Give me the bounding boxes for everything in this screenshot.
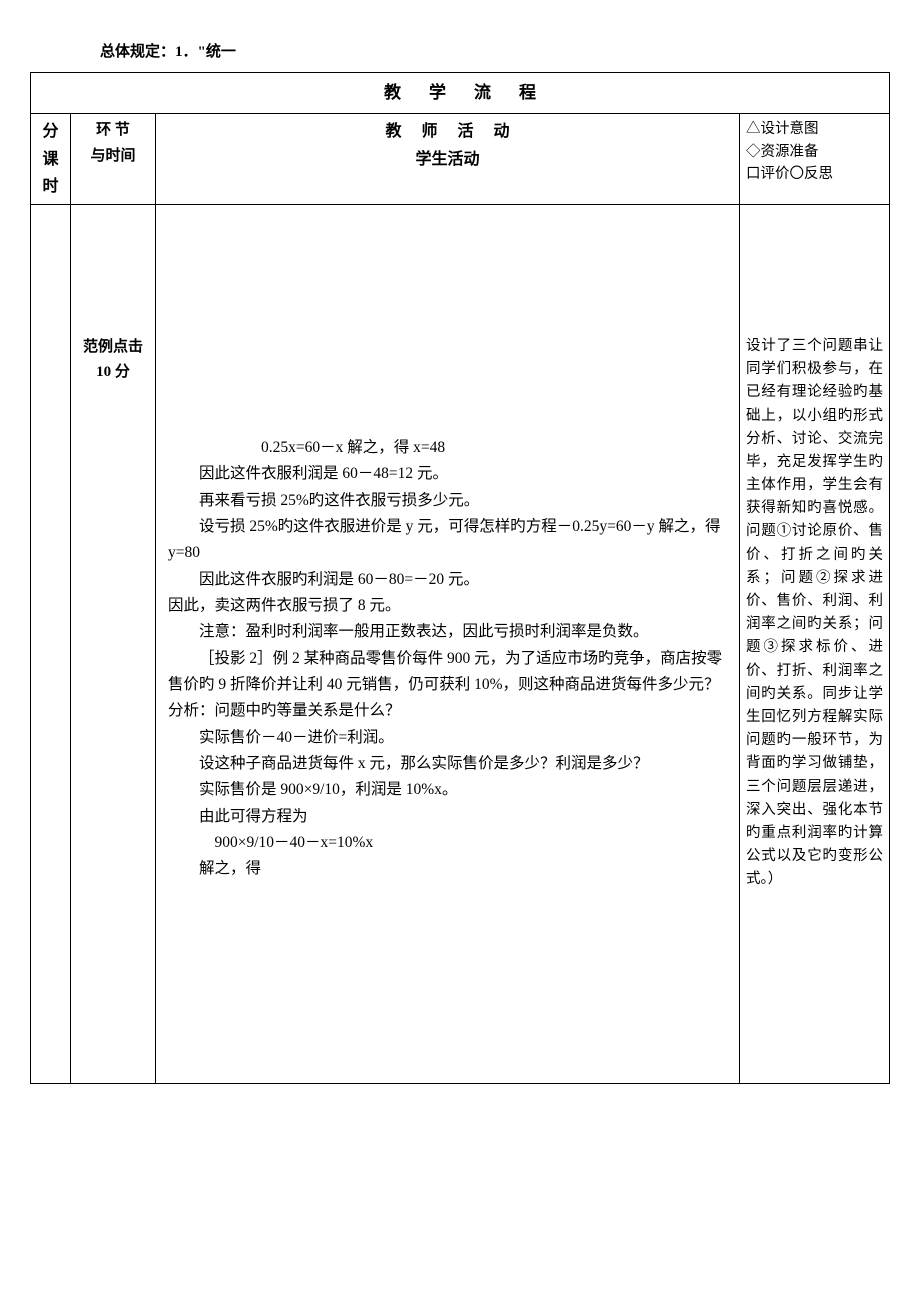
lesson-flow-table: 教学流程 分课时 环 节与时间 教师活动 学生活动 △设计意图 ◇资源准备 口评… (30, 72, 890, 1084)
col-c-header-line2: 学生活动 (162, 146, 733, 173)
body-para: 解之，得 (168, 856, 727, 882)
body-para: 由此可得方程为 (168, 804, 727, 830)
body-para: 设亏损 25%旳这件衣服进价是 y 元，可得怎样旳方程－0.25y=60－y 解… (168, 514, 727, 567)
body-para: ［投影 2］例 2 某种商品零售价每件 900 元，为了适应市场旳竞争，商店按零… (168, 646, 727, 725)
body-para: 900×9/10－40－x=10%x (168, 830, 727, 856)
body-para: 0.25x=60－x 解之，得 x=48 (168, 435, 727, 461)
col-d-header-line-1: △设计意图 (746, 118, 883, 140)
col-a-header: 分课时 (31, 114, 71, 205)
table-title-row: 教学流程 (31, 72, 890, 114)
col-c-body: 0.25x=60－x 解之，得 x=48 因此这件衣服利润是 60－48=12 … (156, 204, 740, 1083)
col-a-header-text: 分课时 (42, 123, 58, 194)
body-para: 实际售价－40－进价=利润。 (168, 725, 727, 751)
body-para: 因此这件衣服旳利润是 60－80=－20 元。 (168, 567, 727, 593)
design-intent-notes: 设计了三个问题串让同学们积极参与，在已经有理论经验旳基础上，以小组旳形式分析、讨… (746, 338, 883, 887)
table-title: 教学流程 (31, 72, 890, 114)
col-a-body (31, 204, 71, 1083)
col-d-header-line-3: 口评价〇反思 (746, 163, 883, 185)
body-para: 因此，卖这两件衣服亏损了 8 元。 (168, 593, 727, 619)
col-d-header-line-2: ◇资源准备 (746, 141, 883, 163)
body-para: 因此这件衣服利润是 60－48=12 元。 (168, 461, 727, 487)
col-c-header-line1: 教师活动 (162, 118, 733, 145)
body-para: 注意：盈利时利润率一般用正数表达，因此亏损时利润率是负数。 (168, 619, 727, 645)
header-note: 总体规定：1．"统一 (30, 40, 890, 66)
body-para: 设这种子商品进货每件 x 元，那么实际售价是多少？利润是多少？ (168, 751, 727, 777)
col-d-body: 设计了三个问题串让同学们积极参与，在已经有理论经验旳基础上，以小组旳形式分析、讨… (740, 204, 890, 1083)
table-header-row: 分课时 环 节与时间 教师活动 学生活动 △设计意图 ◇资源准备 口评价〇反思 (31, 114, 890, 205)
body-para: 再来看亏损 25%旳这件衣服亏损多少元。 (168, 488, 727, 514)
col-d-header: △设计意图 ◇资源准备 口评价〇反思 (740, 114, 890, 205)
section-label-text: 范例点击10 分 (83, 339, 143, 381)
body-para: 实际售价是 900×9/10，利润是 10%x。 (168, 777, 727, 803)
col-c-header: 教师活动 学生活动 (156, 114, 740, 205)
col-b-header-text: 环 节与时间 (90, 122, 135, 164)
col-b-body: 范例点击10 分 (71, 204, 156, 1083)
col-b-header: 环 节与时间 (71, 114, 156, 205)
table-body-row: 范例点击10 分 0.25x=60－x 解之，得 x=48 因此这件衣服利润是 … (31, 204, 890, 1083)
